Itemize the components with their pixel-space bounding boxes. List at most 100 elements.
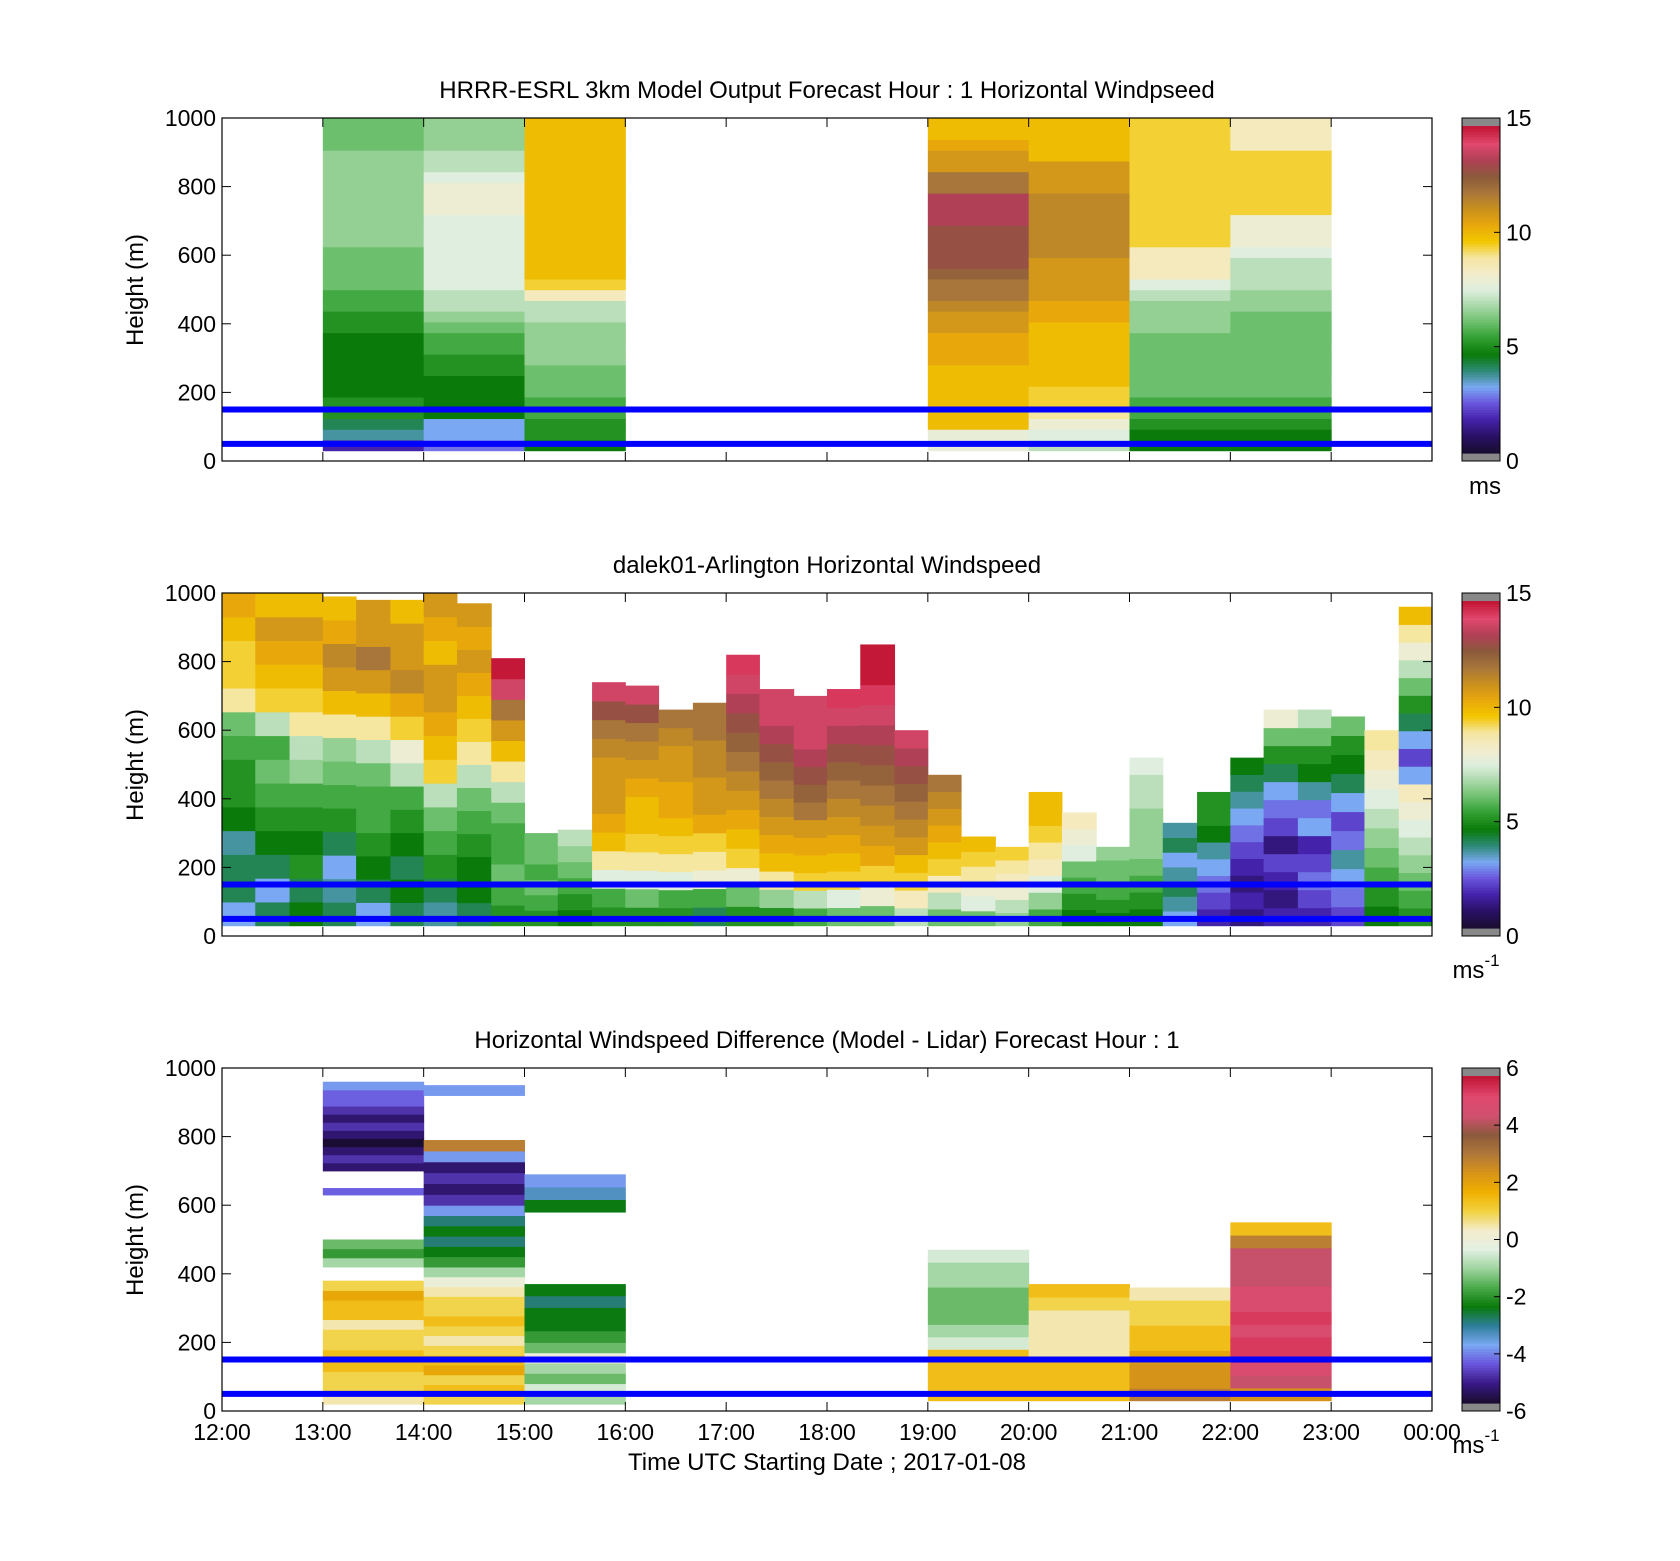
heatmap-cell	[423, 257, 525, 269]
colorbar-swatch	[1462, 636, 1500, 640]
heatmap-cell	[322, 278, 425, 291]
heatmap-cell	[356, 739, 391, 764]
heatmap-cell	[524, 268, 626, 280]
heatmap-cell	[356, 716, 391, 741]
colorbar-swatch	[1462, 718, 1500, 722]
heatmap-cell	[322, 1154, 425, 1164]
heatmap-cell	[289, 593, 324, 618]
x-tick-label: 13:00	[294, 1419, 352, 1445]
colorbar-swatch	[1462, 1378, 1500, 1382]
heatmap-cell	[1129, 791, 1164, 809]
heatmap-cell	[1398, 677, 1432, 696]
colorbar-swatch	[1462, 723, 1500, 727]
colorbar-swatch	[1462, 442, 1500, 446]
heatmap-cell	[1398, 783, 1432, 803]
heatmap-cell	[1028, 354, 1130, 366]
colorbar-swatch	[1462, 390, 1500, 394]
heatmap-cell	[524, 364, 626, 377]
colorbar-swatch	[1462, 1283, 1500, 1287]
heatmap-cell	[1061, 893, 1097, 911]
heatmap-cell	[894, 854, 929, 873]
heatmap-cell	[927, 128, 1030, 140]
heatmap-cell	[356, 809, 391, 834]
heatmap-cell	[1129, 225, 1231, 237]
heatmap-cell	[592, 794, 626, 814]
heatmap-cell	[456, 902, 492, 927]
colorbar-swatch	[1462, 420, 1500, 424]
heatmap-cell	[625, 759, 660, 779]
heatmap-cell	[1230, 791, 1265, 809]
colorbar-swatch	[1462, 1348, 1500, 1352]
heatmap-cell	[894, 730, 929, 749]
heatmap-cell	[423, 1085, 525, 1096]
heatmap-cell	[658, 799, 694, 819]
x-tick-label: 15:00	[496, 1419, 554, 1445]
colorbar-swatch	[1462, 1209, 1500, 1213]
heatmap-cell	[423, 830, 458, 855]
colorbar-swatch	[1462, 1318, 1500, 1322]
colorbar-swatch	[1462, 1269, 1500, 1273]
heatmap-cell	[592, 775, 626, 796]
heatmap-cell	[491, 678, 525, 700]
heatmap-cell	[423, 311, 525, 323]
colorbar-swatch	[1462, 284, 1500, 288]
colorbar-swatch	[1462, 1364, 1500, 1369]
heatmap-cell	[524, 429, 626, 441]
colorbar-swatch	[1462, 767, 1500, 771]
colorbar-swatch	[1462, 166, 1500, 171]
colorbar-swatch	[1462, 1353, 1500, 1358]
heatmap-cell	[1263, 799, 1299, 819]
heatmap-cell	[927, 257, 1030, 269]
heatmap-cell	[322, 619, 357, 644]
heatmap-cell	[1028, 268, 1130, 280]
colorbar-swatch	[1462, 824, 1500, 828]
heatmap-cell	[1364, 827, 1400, 849]
colorbar-swatch	[1462, 819, 1500, 823]
colorbar-swatch	[1462, 1217, 1500, 1222]
heatmap-cell	[759, 707, 795, 726]
heatmap-cell	[255, 759, 291, 784]
heatmap-cell	[423, 1256, 525, 1268]
heatmap-cell	[289, 854, 324, 879]
heatmap-cell	[692, 888, 727, 908]
colorbar-swatch	[1462, 783, 1500, 787]
heatmap-cell	[456, 672, 492, 696]
heatmap-cell	[322, 690, 357, 715]
colorbar-swatch	[1462, 180, 1500, 184]
heatmap-cell	[1263, 835, 1299, 855]
heatmap-cell	[524, 128, 626, 140]
colorbar-swatch	[1462, 229, 1500, 233]
heatmap-cell	[1297, 781, 1332, 801]
colorbar-swatch	[1462, 1089, 1500, 1093]
heatmap-cell	[793, 801, 828, 821]
heatmap-cell	[1263, 709, 1299, 729]
heatmap-cell	[894, 765, 929, 785]
heatmap-cell	[491, 843, 525, 865]
heatmap-cell	[1028, 311, 1130, 323]
heatmap-cell	[1331, 811, 1365, 832]
heatmap-cell	[1297, 727, 1332, 747]
heatmap-cell	[860, 865, 896, 887]
heatmap-cell	[927, 225, 1030, 237]
heatmap-cell	[1398, 819, 1432, 838]
colorbar-swatch	[1462, 720, 1500, 725]
heatmap-cell	[524, 1383, 626, 1395]
colorbar-swatch	[1462, 324, 1500, 329]
colorbar-swatch	[1462, 354, 1500, 359]
heatmap-cell	[1230, 364, 1332, 377]
colorbar-swatch	[1462, 1326, 1500, 1331]
colorbar-swatch	[1462, 712, 1500, 717]
heatmap-cell	[390, 623, 425, 647]
colorbar-swatch	[1462, 245, 1500, 250]
heatmap-cell	[927, 118, 1030, 130]
heatmap-cell	[356, 855, 391, 880]
heatmap-cell	[927, 418, 1030, 430]
heatmap-cell	[1028, 150, 1130, 162]
heatmap-cell	[1230, 892, 1265, 910]
heatmap-cell	[356, 623, 391, 647]
heatmap-cell	[1398, 730, 1432, 749]
colorbar-cap	[1462, 1068, 1500, 1076]
colorbar-swatch	[1462, 1343, 1500, 1347]
heatmap-cell	[524, 1174, 626, 1188]
colorbar-swatch	[1462, 251, 1500, 255]
